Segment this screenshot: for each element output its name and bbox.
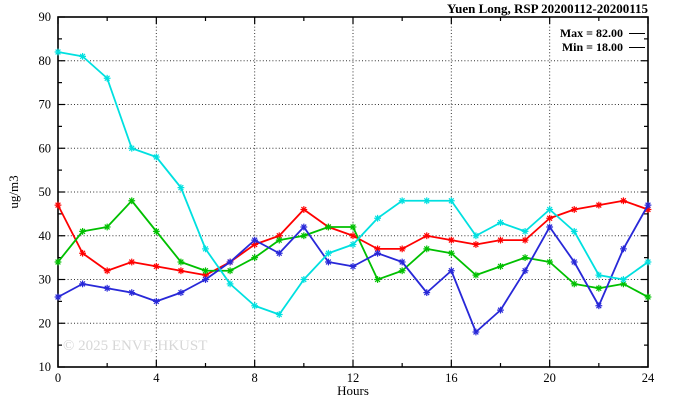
legend: Max = 82.00 Min = 18.00 [560, 26, 645, 54]
legend-key-line [629, 46, 645, 48]
chart-title: Yuen Long, RSP 20200112-20200115 [446, 1, 648, 16]
y-tick-labels: 10 20 30 40 50 60 70 80 90 [39, 10, 52, 374]
y-tick-label: 40 [39, 229, 52, 243]
y-tick-label: 50 [39, 185, 52, 199]
x-tick-label: 24 [642, 371, 655, 385]
x-tick-label: 8 [252, 371, 258, 385]
tick-marks [57, 16, 649, 368]
y-tick-label: 20 [39, 316, 52, 330]
y-tick-label: 80 [39, 54, 52, 68]
y-tick-label: 60 [39, 141, 52, 155]
legend-item-max: Max = 82.00 [560, 26, 645, 40]
x-tick-labels: 0 4 8 12 16 20 24 [55, 371, 655, 385]
series-green-markers [54, 197, 652, 301]
legend-max-label: Max = 82.00 [559, 25, 623, 40]
x-tick-label: 0 [55, 371, 61, 385]
grid-lines [58, 17, 648, 367]
watermark: © 2025 ENVF, HKUST [63, 338, 208, 354]
x-tick-label: 20 [543, 371, 556, 385]
x-tick-label: 12 [347, 371, 360, 385]
legend-key-line [629, 32, 645, 34]
x-tick-label: 4 [153, 371, 160, 385]
legend-item-min: Min = 18.00 [560, 40, 645, 54]
series-blue-markers [54, 201, 652, 336]
x-axis-label: Hours [337, 383, 369, 398]
y-tick-label: 90 [39, 10, 52, 24]
y-tick-label: 70 [39, 98, 52, 112]
legend-min-label: Min = 18.00 [561, 39, 623, 54]
y-axis-label: ug/m3 [6, 175, 21, 209]
y-tick-label: 30 [39, 273, 52, 287]
series-cyan-markers [54, 48, 652, 318]
x-tick-label: 16 [445, 371, 458, 385]
y-tick-label: 10 [39, 360, 52, 374]
